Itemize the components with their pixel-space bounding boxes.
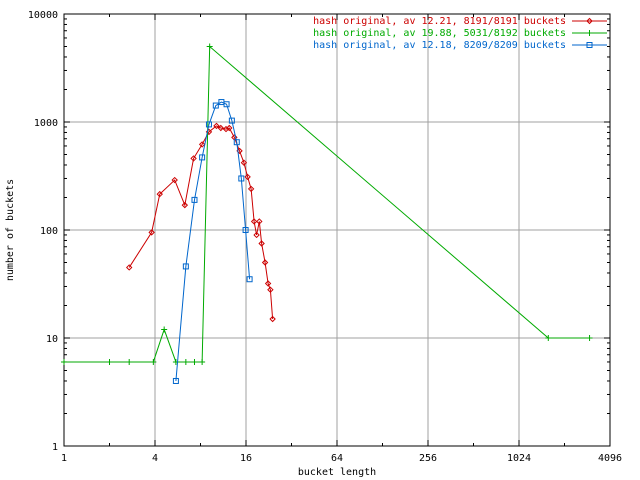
- data-point-marker: [156, 190, 163, 198]
- data-point-marker: [586, 30, 593, 36]
- data-point-marker: [228, 117, 235, 124]
- data-point-marker: [256, 218, 263, 225]
- series-line: [64, 45, 590, 363]
- data-point-marker: [246, 276, 253, 283]
- data-point-marker: [244, 173, 251, 181]
- data-point-marker: [213, 122, 220, 130]
- x-tick-label: 16: [240, 453, 252, 464]
- data-point-marker: [258, 240, 265, 247]
- data-point-marker: [586, 42, 593, 48]
- data-point-marker: [206, 43, 213, 50]
- y-axis-title: number of buckets: [5, 179, 16, 281]
- data-point-marker: [264, 280, 272, 287]
- data-point-marker: [126, 358, 133, 365]
- data-point-marker: [212, 102, 219, 109]
- data-point-marker: [161, 326, 168, 333]
- data-point-marker: [148, 229, 155, 236]
- y-tick-label: 100: [40, 226, 58, 237]
- axis-ticks: 1 4 16 64 256 1024 4096 1 10 100 1000 10000: [28, 10, 622, 464]
- x-tick-label: 64: [331, 453, 343, 464]
- legend-label: hash original, av 12.18, 8209/8209 bucke…: [313, 40, 566, 51]
- data-point-marker: [233, 139, 240, 146]
- data-point-marker: [269, 315, 276, 323]
- x-tick-label: 1024: [507, 453, 531, 464]
- x-tick-label: 4096: [598, 453, 622, 464]
- x-tick-label: 1: [61, 453, 67, 464]
- data-point-marker: [182, 263, 189, 270]
- y-tick-label: 10000: [28, 10, 58, 21]
- data-point-marker: [545, 335, 552, 341]
- data-point-marker: [172, 377, 179, 384]
- data-point-marker: [586, 335, 593, 341]
- series-3: [172, 99, 253, 384]
- data-point-marker: [217, 124, 225, 132]
- grid-lines: [63, 13, 611, 447]
- legend-label: hash original, av 19.88, 5031/8192 bucke…: [313, 28, 566, 39]
- data-point-marker: [247, 185, 255, 193]
- data-point-marker: [223, 101, 230, 108]
- data-point-marker: [250, 218, 258, 225]
- data-point-marker: [190, 155, 197, 162]
- x-tick-label: 256: [419, 453, 437, 464]
- data-point-marker: [171, 176, 178, 184]
- data-point-marker: [182, 358, 189, 365]
- data-point-marker: [199, 154, 206, 161]
- series-2: [61, 43, 593, 365]
- data-point-marker: [253, 231, 260, 239]
- data-point-marker: [267, 286, 274, 293]
- y-tick-label: 1000: [34, 118, 58, 129]
- data-series: [61, 43, 593, 384]
- data-point-marker: [125, 264, 133, 271]
- series-1: [125, 122, 276, 323]
- data-point-marker: [106, 358, 113, 365]
- legend-label: hash original, av 12.21, 8191/8191 bucke…: [313, 16, 566, 27]
- data-point-marker: [198, 141, 206, 148]
- y-tick-label: 10: [46, 334, 58, 345]
- data-point-marker: [242, 227, 249, 233]
- data-point-marker: [199, 358, 206, 365]
- x-axis-title: bucket length: [298, 467, 376, 478]
- data-point-marker: [240, 159, 248, 166]
- data-point-marker: [150, 358, 157, 365]
- data-point-marker: [191, 196, 198, 203]
- data-point-marker: [261, 259, 269, 266]
- data-point-marker: [586, 17, 593, 25]
- x-tick-label: 4: [152, 453, 158, 464]
- series-line: [175, 101, 251, 382]
- data-point-marker: [238, 175, 245, 182]
- data-point-marker: [181, 201, 189, 209]
- legend: hash original, av 12.21, 8191/8191 bucke…: [313, 16, 607, 51]
- y-tick-label: 1: [52, 442, 58, 453]
- data-point-marker: [61, 358, 67, 365]
- data-point-marker: [226, 124, 233, 132]
- data-point-marker: [191, 358, 198, 365]
- data-point-marker: [205, 121, 212, 128]
- series-line: [128, 125, 274, 320]
